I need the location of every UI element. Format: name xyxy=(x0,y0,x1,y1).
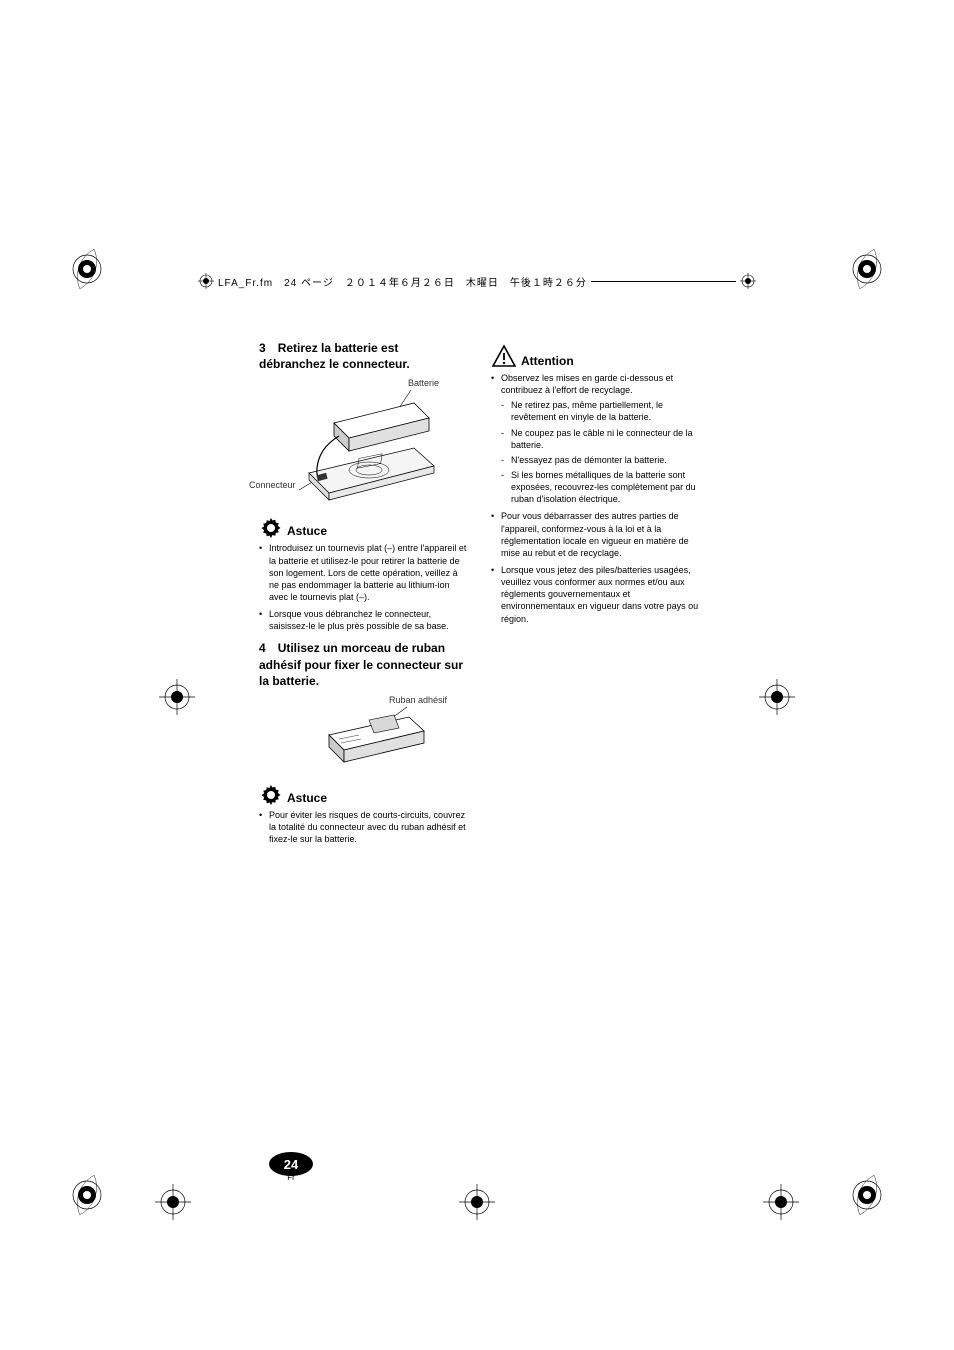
tip1-heading: Astuce xyxy=(259,516,467,540)
label-battery: Batterie xyxy=(408,378,439,388)
page-tab: 24 Fr xyxy=(268,1152,314,1186)
registration-mark xyxy=(459,1184,495,1220)
header-icon xyxy=(198,273,214,289)
attention-item-text: Observez les mises en garde ci-dessous e… xyxy=(501,373,673,395)
step4-num: 4 xyxy=(259,641,266,655)
gear-icon xyxy=(259,516,283,540)
attention-sub: Ne coupez pas le câble ni le connecteur … xyxy=(501,427,699,451)
step4-text: Utilisez un morceau de ruban adhésif pou… xyxy=(259,641,463,687)
right-column: Attention Observez les mises en garde ci… xyxy=(491,340,699,850)
tip2-label: Astuce xyxy=(287,791,327,807)
registration-mark xyxy=(759,679,795,715)
step4-heading: 4Utilisez un morceau de ruban adhésif po… xyxy=(259,640,467,689)
step3-text: Retirez la batterie est débranchez le co… xyxy=(259,341,410,371)
attention-heading: Attention xyxy=(491,344,699,370)
attention-item: Observez les mises en garde ci-dessous e… xyxy=(491,372,699,505)
crop-mark-br xyxy=(846,1174,888,1216)
label-connector: Connecteur xyxy=(249,480,296,490)
tip1-item: Lorsque vous débranchez le connecteur, s… xyxy=(259,608,467,632)
gear-icon xyxy=(259,783,283,807)
crop-mark-tl xyxy=(66,248,108,290)
header-icon xyxy=(740,273,756,289)
attention-sub: Ne retirez pas, même partiellement, le r… xyxy=(501,399,699,423)
page-lang: Fr xyxy=(268,1173,314,1182)
tip2-heading: Astuce xyxy=(259,783,467,807)
tip2-list: Pour éviter les risques de courts-circui… xyxy=(259,809,467,845)
tip1-list: Introduisez un tournevis plat (–) entre … xyxy=(259,542,467,632)
attention-sub: N'essayez pas de démonter la batterie. xyxy=(501,454,699,466)
registration-mark xyxy=(155,1184,191,1220)
left-column: 3Retirez la batterie est débranchez le c… xyxy=(259,340,467,850)
attention-list: Observez les mises en garde ci-dessous e… xyxy=(491,372,699,625)
attention-sub: Si les bornes métalliques de la batterie… xyxy=(501,469,699,505)
registration-mark xyxy=(763,1184,799,1220)
registration-mark xyxy=(159,679,195,715)
step3-heading: 3Retirez la batterie est débranchez le c… xyxy=(259,340,467,372)
warning-icon xyxy=(491,344,517,370)
attention-item: Lorsque vous jetez des piles/batteries u… xyxy=(491,564,699,625)
attention-item: Pour vous débarrasser des autres parties… xyxy=(491,510,699,559)
page-number: 24 xyxy=(268,1152,314,1172)
tip2-item: Pour éviter les risques de courts-circui… xyxy=(259,809,467,845)
label-tape: Ruban adhésif xyxy=(389,695,447,705)
tip1-item: Introduisez un tournevis plat (–) entre … xyxy=(259,542,467,603)
crop-mark-tr xyxy=(846,248,888,290)
header-line: LFA_Fr.fm 24 ページ ２０１４年６月２６日 木曜日 午後１時２６分 xyxy=(198,273,756,289)
header-text: LFA_Fr.fm 24 ページ ２０１４年６月２６日 木曜日 午後１時２６分 xyxy=(218,274,587,289)
tip1-label: Astuce xyxy=(287,524,327,540)
crop-mark-bl xyxy=(66,1174,108,1216)
step3-num: 3 xyxy=(259,341,266,355)
step3-figure: Batterie Connecteur xyxy=(259,378,467,508)
step4-figure: Ruban adhésif xyxy=(259,695,467,775)
attention-label: Attention xyxy=(521,354,574,370)
